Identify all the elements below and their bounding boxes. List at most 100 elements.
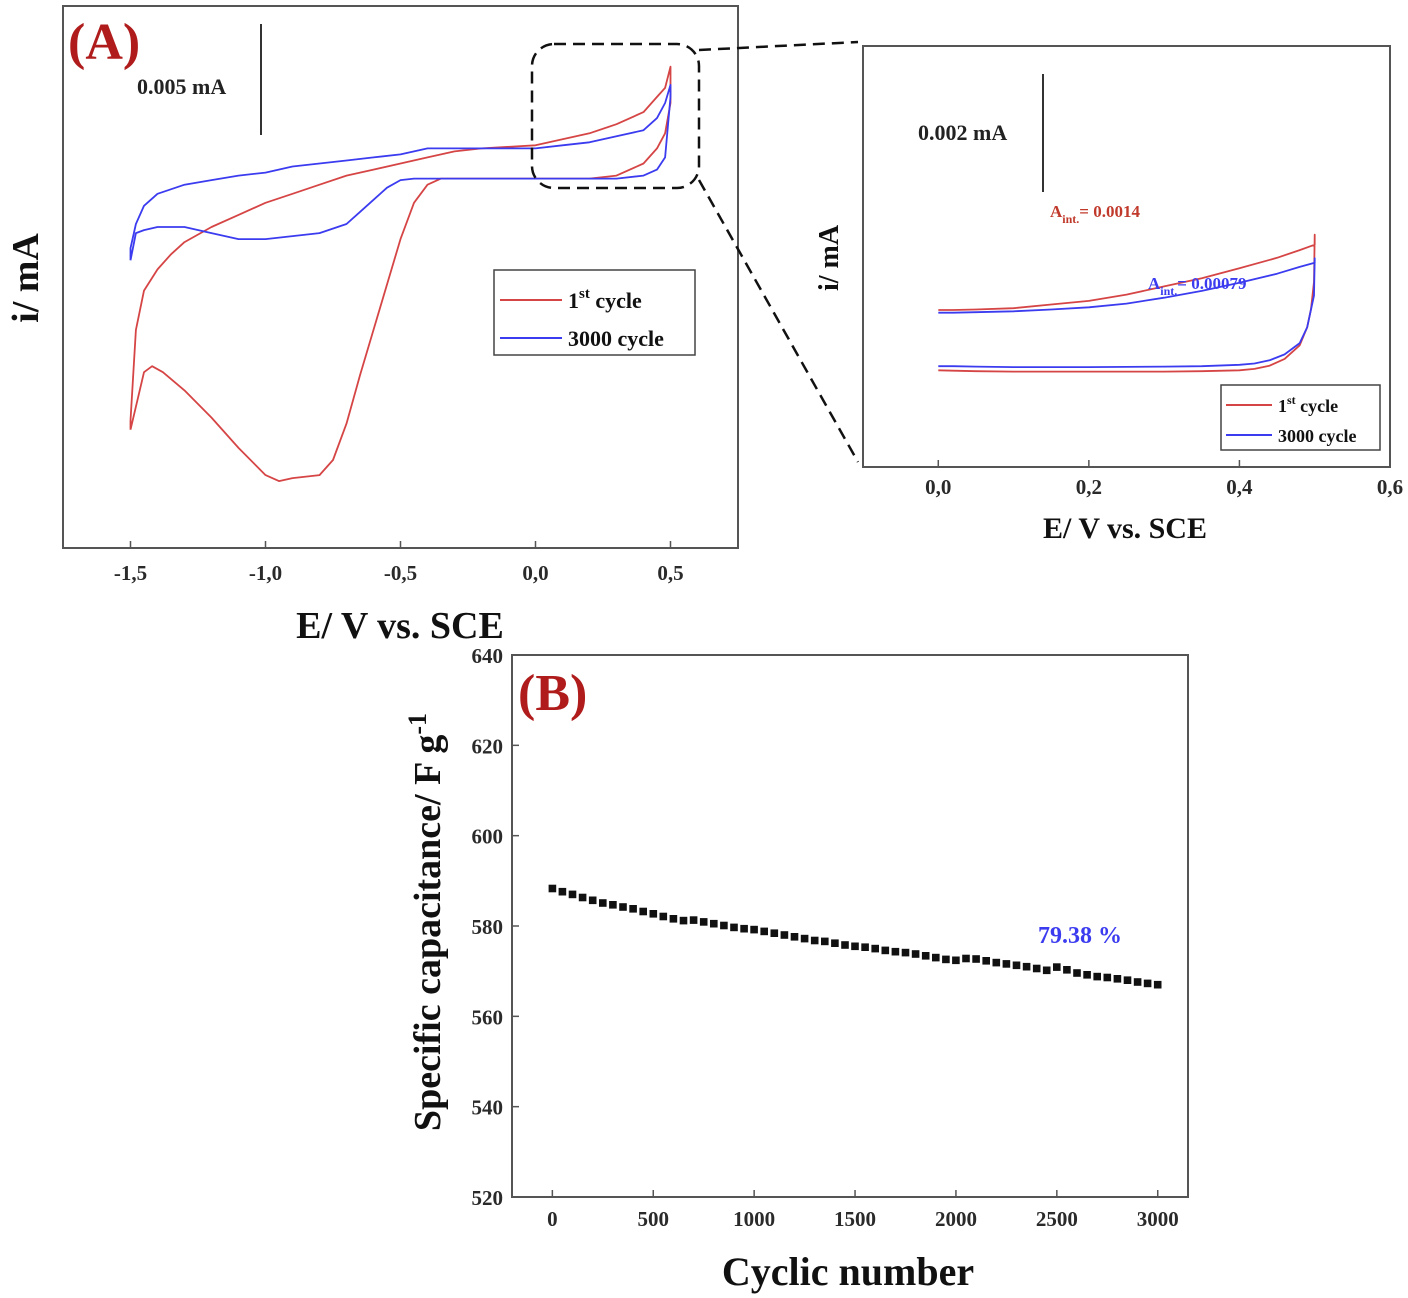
data-point <box>1143 979 1152 988</box>
x-tick-label: 0,0 <box>925 475 951 499</box>
data-point <box>1053 963 1061 971</box>
data-point <box>760 927 768 936</box>
data-point <box>800 934 809 943</box>
inset-x-ticks: 0,0 0,2 0,4 0,6 <box>925 460 1403 499</box>
data-point <box>730 923 738 932</box>
data-point <box>901 948 910 957</box>
data-point <box>1153 980 1162 989</box>
data-point <box>659 912 668 921</box>
data-point <box>891 947 900 956</box>
data-point <box>619 903 627 911</box>
y-tick-label: 540 <box>472 1096 504 1120</box>
data-point <box>720 921 728 930</box>
scale-bar-label: 0.005 mA <box>137 74 226 99</box>
zoom-connector-top <box>698 40 859 52</box>
inset-series-3000-cycle <box>938 257 1316 369</box>
data-point <box>1032 964 1041 973</box>
panel-a-legend: 1st cycle 3000 cycle <box>493 269 696 356</box>
data-point <box>740 924 748 933</box>
x-tick-label: -0,5 <box>384 561 417 585</box>
panel-b-ticks: 0 500 1000 1500 2000 2500 3000 520 540 560 580 600 6… <box>472 644 1179 1231</box>
data-point <box>750 925 758 934</box>
data-point <box>871 944 879 953</box>
x-tick-label: 2000 <box>935 1207 977 1231</box>
inset-legend-box <box>1220 384 1381 451</box>
panel-b-markers <box>548 884 1162 989</box>
data-point <box>911 950 920 958</box>
x-tick-label: 1000 <box>733 1207 775 1231</box>
zoom-connector-bottom <box>697 179 860 463</box>
panel-a-x-ticks: -1,5 -1,0 -0,5 0,0 0,5 <box>114 541 684 585</box>
data-point <box>780 931 789 939</box>
data-point <box>1022 962 1031 971</box>
data-point <box>1063 966 1071 974</box>
data-point <box>1012 961 1021 970</box>
x-tick-label: 1500 <box>834 1207 876 1231</box>
panel-a-inset: 0,0 0,2 0,4 0,6 0.002 mA Aint.= 0.0014 Aint… <box>814 45 1403 545</box>
y-tick-label: 560 <box>472 1005 504 1029</box>
inset-x-axis-label: E/ V vs. SCE <box>1043 512 1207 545</box>
inset-legend: 1st cycle 3000 cycle <box>1220 384 1381 451</box>
data-point <box>629 905 637 913</box>
data-point <box>669 915 678 923</box>
main-series-1st-cycle <box>129 65 672 483</box>
data-point <box>689 916 698 924</box>
y-tick-label: 620 <box>472 734 504 758</box>
data-point <box>1083 971 1091 979</box>
inset-y-axis-label: i/ mA <box>814 224 845 291</box>
x-tick-label: 0,2 <box>1076 475 1102 499</box>
data-point <box>1113 975 1122 983</box>
data-point <box>568 890 577 899</box>
data-point <box>558 887 567 896</box>
data-point <box>932 953 940 962</box>
panel-b-y-axis-label: Specific capacitance/ F g-1 <box>403 713 449 1131</box>
data-point <box>609 901 617 909</box>
retention-annotation: 79.38 % <box>1038 923 1122 949</box>
inset-annotation-3000-cycle: Aint.= 0.00079 <box>1148 274 1246 298</box>
x-tick-label: 0 <box>547 1207 558 1231</box>
x-tick-label: 500 <box>638 1207 670 1231</box>
x-tick-label: 3000 <box>1137 1207 1179 1231</box>
legend-box <box>493 269 696 356</box>
data-point <box>588 896 597 905</box>
data-point <box>1002 960 1011 968</box>
data-point <box>1042 966 1051 975</box>
legend-label-3000-cycle: 3000 cycle <box>568 326 664 351</box>
data-point <box>699 918 708 926</box>
data-point <box>992 958 1001 967</box>
data-point <box>952 956 960 965</box>
panel-a-main: -1,5 -1,0 -0,5 0,0 0,5 (A) 0.005 mA 1st cycl… <box>5 5 739 647</box>
data-point <box>921 952 930 960</box>
data-point <box>982 957 990 965</box>
inset-annotation-1st-cycle: Aint.= 0.0014 <box>1050 202 1140 226</box>
panel-a-label: (A) <box>68 14 140 71</box>
data-point <box>1103 973 1112 982</box>
x-tick-label: 2500 <box>1036 1207 1078 1231</box>
data-point <box>1133 978 1142 986</box>
inset-legend-label-1st-cycle: 1st cycle <box>1278 393 1338 416</box>
panel-a-x-axis-label: E/ V vs. SCE <box>296 605 504 647</box>
zoom-region-box <box>530 42 701 190</box>
x-tick-label: 0,0 <box>522 561 548 585</box>
x-tick-label: 0,4 <box>1226 475 1253 499</box>
panel-b-label: (B) <box>518 665 587 722</box>
x-tick-label: -1,0 <box>249 561 282 585</box>
x-tick-label: 0,5 <box>657 561 683 585</box>
y-tick-label: 580 <box>472 915 504 939</box>
data-point <box>1073 969 1081 977</box>
y-tick-label: 600 <box>472 825 504 849</box>
inset-series <box>938 233 1316 373</box>
data-point <box>790 933 799 941</box>
data-point <box>962 954 970 963</box>
data-point <box>861 943 869 951</box>
inset-legend-label-3000-cycle: 3000 cycle <box>1278 426 1356 446</box>
data-point <box>599 899 607 907</box>
panel-b-frame <box>511 654 1189 1198</box>
data-point <box>831 939 839 947</box>
data-point <box>679 916 688 925</box>
panel-b: 0 500 1000 1500 2000 2500 3000 520 540 560 580 600 6… <box>403 644 1189 1294</box>
data-point <box>1093 972 1101 981</box>
data-point <box>770 929 779 937</box>
panel-a-y-axis-label: i/ mA <box>5 233 47 323</box>
